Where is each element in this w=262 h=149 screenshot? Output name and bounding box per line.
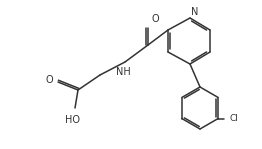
Text: O: O xyxy=(45,75,53,85)
Text: NH: NH xyxy=(116,67,130,77)
Text: N: N xyxy=(191,7,198,17)
Text: HO: HO xyxy=(66,115,80,125)
Text: O: O xyxy=(151,14,159,24)
Text: Cl: Cl xyxy=(229,114,238,123)
